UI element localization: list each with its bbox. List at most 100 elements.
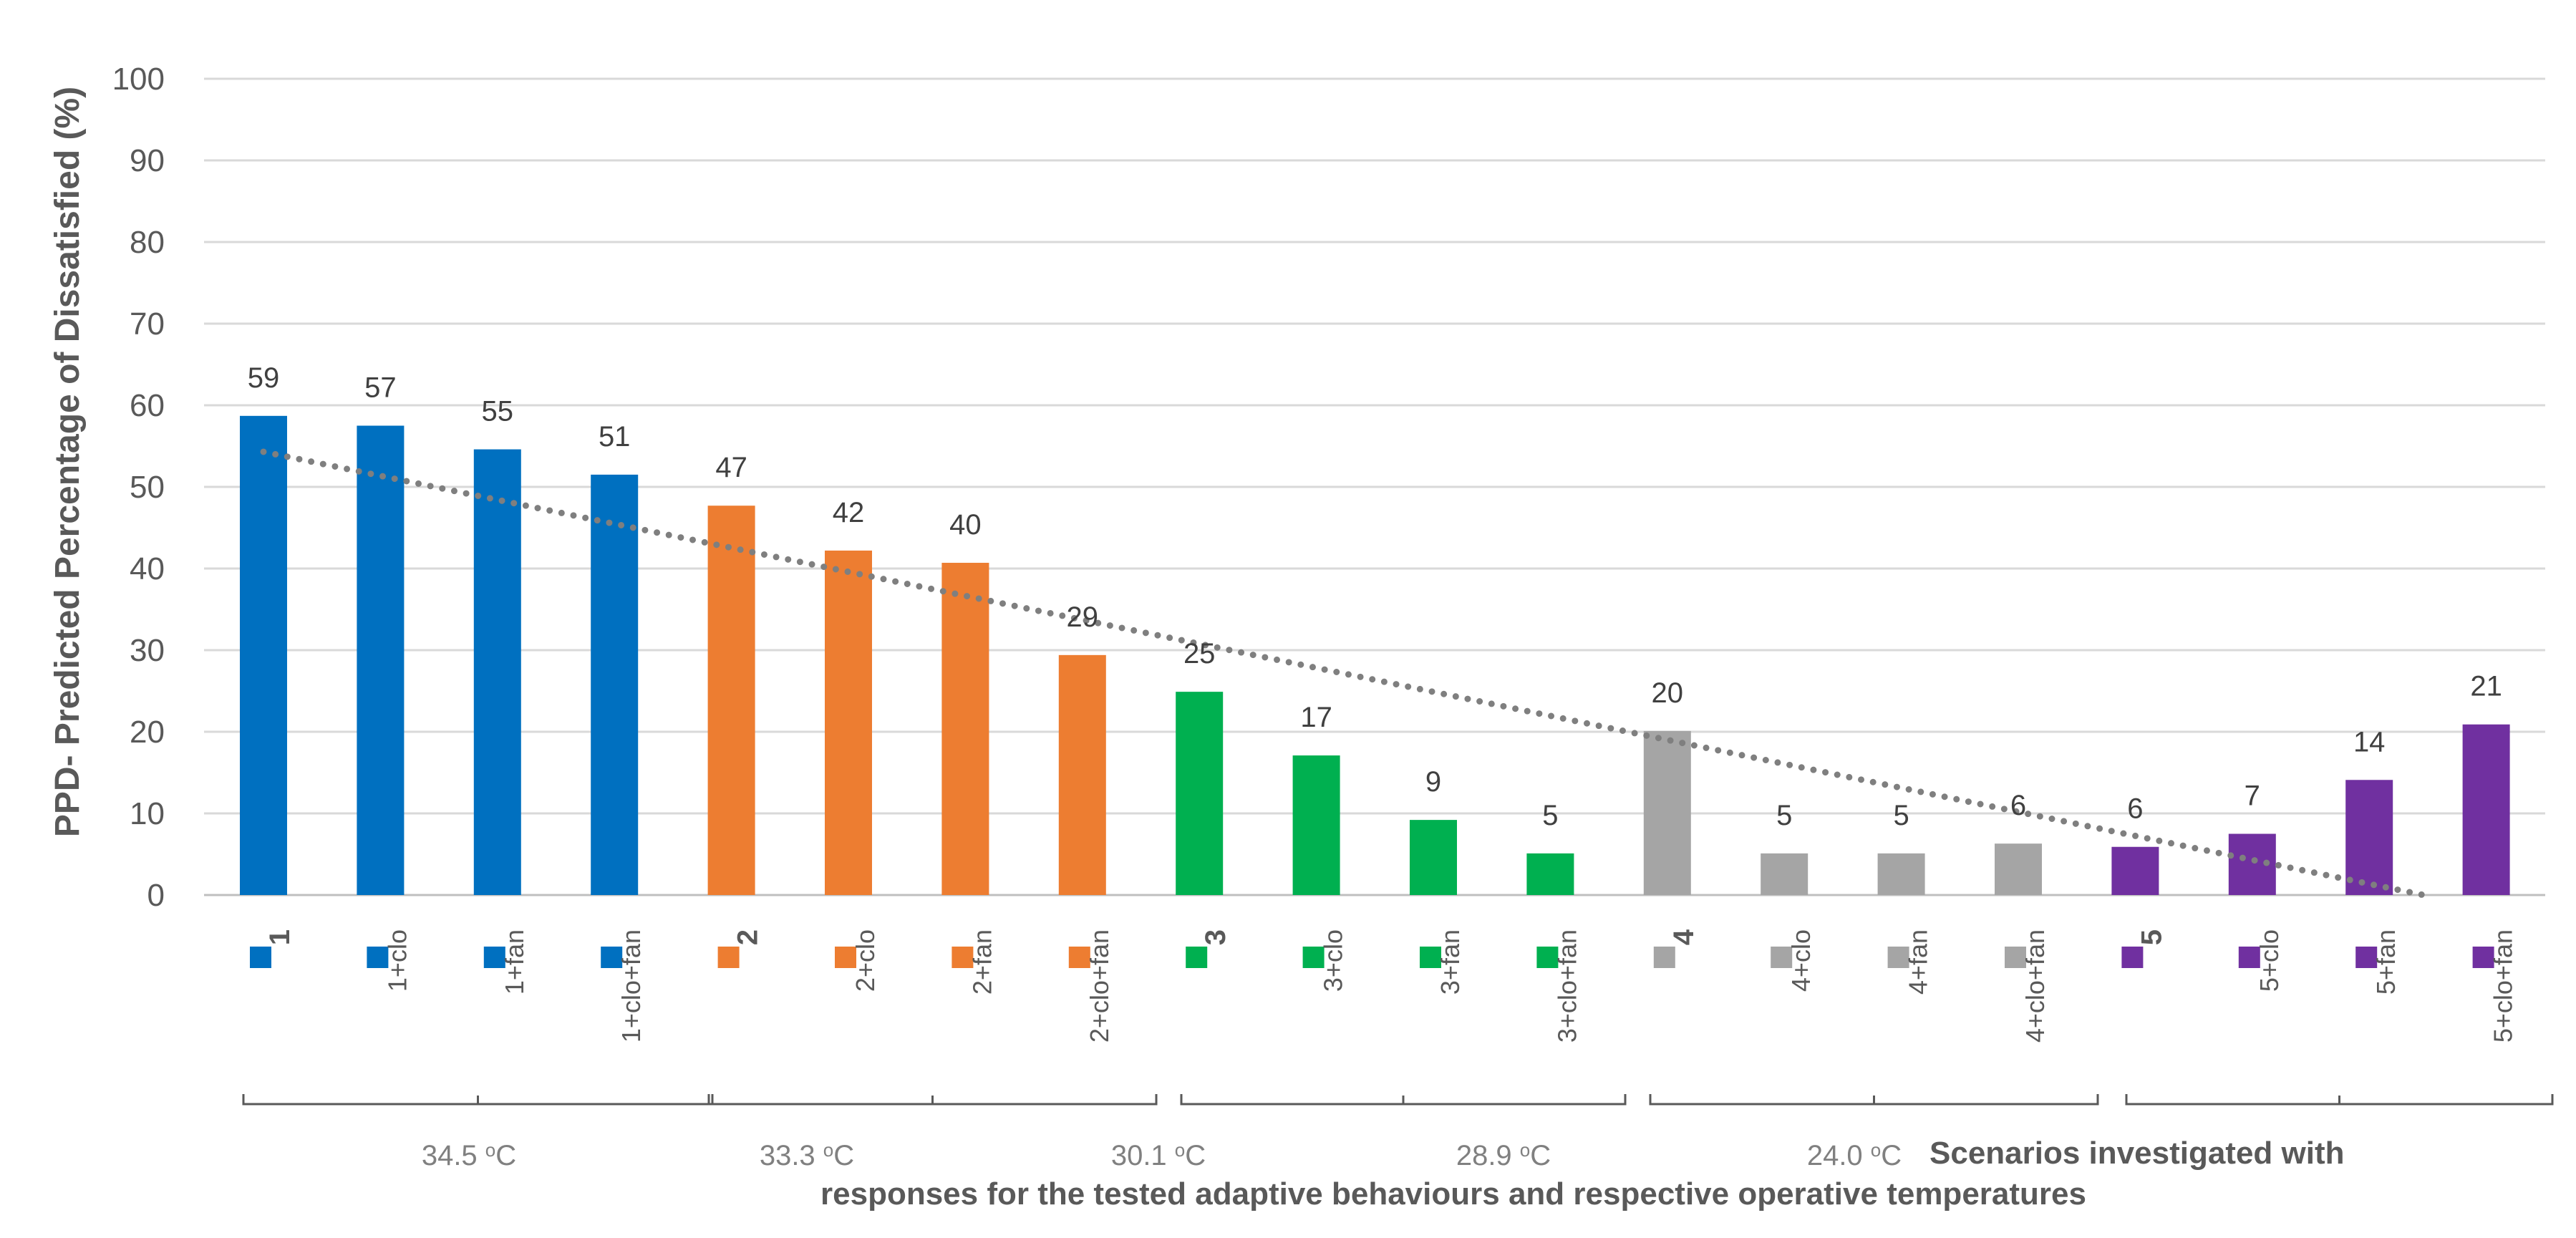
- bar-2: [707, 506, 755, 895]
- bar-4: [1643, 730, 1691, 895]
- legend-swatch-3+clo+fan: [1536, 947, 1559, 968]
- legend-swatch-4+fan: [1887, 947, 1909, 968]
- category-label-2+fan: 2+fan: [967, 929, 997, 995]
- group-unit-sup-3: o: [1175, 1139, 1185, 1161]
- category-label-5+clo: 5+clo: [2255, 929, 2284, 992]
- group-unit-3: C: [1185, 1140, 1206, 1171]
- group-unit-sup-2: o: [823, 1139, 833, 1161]
- group-unit-sup-1: o: [485, 1139, 495, 1161]
- legend-swatch-2: [717, 947, 740, 968]
- group-label-1: 34.5 oC: [422, 1139, 516, 1171]
- data-label-1+fan: 55: [482, 396, 514, 427]
- category-legend: 1 1+clo 1+fan 1+clo+fan 2 2+clo 2+fan 2+clo+fan…: [250, 929, 2518, 1043]
- data-label-2+fan: 40: [949, 509, 982, 541]
- legend-swatch-4: [1653, 947, 1675, 968]
- legend-swatch-1+clo: [367, 947, 389, 968]
- group-unit-sup-4: o: [1520, 1139, 1530, 1161]
- legend-swatch-5+fan: [2355, 947, 2378, 968]
- data-label-5+fan: 14: [2353, 726, 2386, 758]
- gridlines: [204, 77, 2545, 896]
- group-unit-2: C: [833, 1140, 854, 1171]
- legend-swatch-1: [250, 947, 271, 968]
- data-label-2+clo+fan: 29: [1067, 601, 1099, 633]
- data-label-1+clo: 57: [364, 372, 397, 404]
- bracket-4: [1649, 1094, 2099, 1106]
- data-label-4+fan: 5: [1893, 800, 1909, 831]
- group-temp-3: 30.1: [1111, 1140, 1175, 1171]
- bar-3+clo+fan: [1526, 853, 1574, 895]
- data-label-3+clo+fan: 5: [1542, 800, 1558, 831]
- group-label-5: 24.0 oC: [1807, 1139, 1902, 1171]
- legend-swatch-2+clo+fan: [1068, 947, 1090, 968]
- bar-5+fan: [2345, 780, 2393, 895]
- legend-swatch-2+clo: [835, 947, 856, 968]
- data-label-1: 59: [248, 362, 280, 394]
- category-label-4+fan: 4+fan: [1904, 929, 1933, 995]
- category-label-1: 1: [264, 929, 296, 945]
- category-label-3: 3: [1200, 929, 1231, 945]
- group-temp-4: 28.9: [1456, 1140, 1520, 1171]
- bar-3+fan: [1410, 820, 1457, 895]
- y-tick-10: 10: [130, 796, 165, 831]
- bracket-2: [707, 1094, 1158, 1106]
- bracket-3: [1180, 1094, 1627, 1106]
- data-label-2+clo: 42: [833, 497, 865, 528]
- trendline-group: [260, 448, 2427, 899]
- bar-4+fan: [1877, 853, 1925, 895]
- group-label-4: 28.9 oC: [1456, 1139, 1551, 1171]
- legend-swatch-3: [1186, 947, 1208, 968]
- y-tick-0: 0: [147, 878, 165, 913]
- data-label-2: 47: [715, 452, 747, 483]
- bar-3: [1176, 692, 1224, 895]
- bar-4+clo: [1761, 853, 1808, 895]
- category-label-3+fan: 3+fan: [1435, 929, 1465, 995]
- category-label-1+clo+fan: 1+clo+fan: [616, 929, 646, 1043]
- group-unit-5: C: [1881, 1140, 1902, 1171]
- legend-swatch-4+clo: [1771, 947, 1793, 968]
- legend-swatch-1+fan: [483, 947, 505, 968]
- y-tick-90: 90: [130, 143, 165, 178]
- data-label-4: 20: [1652, 677, 1684, 709]
- trendline: [260, 448, 2427, 899]
- y-tick-20: 20: [130, 715, 165, 750]
- group-label-3: 30.1 oC: [1111, 1139, 1206, 1171]
- category-label-2+clo: 2+clo: [851, 929, 880, 992]
- group-temp-2: 33.3: [760, 1140, 823, 1171]
- category-label-3+clo+fan: 3+clo+fan: [1552, 929, 1582, 1043]
- bar-5: [2111, 846, 2159, 895]
- category-label-4+clo: 4+clo: [1786, 929, 1816, 992]
- data-label-3+clo: 17: [1300, 702, 1332, 733]
- bar-1+clo: [357, 425, 405, 895]
- group-unit-sup-5: o: [1871, 1139, 1881, 1161]
- y-tick-40: 40: [130, 551, 165, 586]
- legend-swatch-3+fan: [1420, 947, 1441, 968]
- bars: [240, 415, 2510, 895]
- bar-5+clo+fan: [2462, 724, 2510, 895]
- data-label-4+clo: 5: [1776, 800, 1792, 831]
- group-temperature-labels: 34.5 oC 33.3 oC 30.1 oC 28.9 oC 24.0 oC: [422, 1139, 1902, 1171]
- group-temp-5: 24.0: [1807, 1140, 1871, 1171]
- x-axis-title-part2: responses for the tested adaptive behavi…: [820, 1176, 2086, 1212]
- y-tick-70: 70: [130, 306, 165, 342]
- data-label-5+clo+fan: 21: [2470, 671, 2502, 702]
- data-label-5: 6: [2127, 793, 2143, 825]
- y-tick-60: 60: [130, 388, 165, 423]
- bar-1: [240, 415, 287, 895]
- y-axis-ticks: 0 10 20 30 40 50 60 70 80 90 100: [112, 62, 165, 913]
- data-label-4+clo+fan: 6: [2010, 790, 2026, 821]
- data-label-1+clo+fan: 51: [599, 421, 631, 453]
- y-tick-100: 100: [112, 62, 165, 97]
- bar-2+clo: [825, 550, 872, 895]
- bar-4+clo+fan: [1995, 843, 2042, 895]
- category-label-5+clo+fan: 5+clo+fan: [2489, 929, 2518, 1043]
- x-axis-title-part1: Scenarios investigated with: [1929, 1136, 2345, 1171]
- legend-swatch-4+clo+fan: [2005, 947, 2026, 968]
- category-label-4: 4: [1668, 929, 1700, 945]
- category-label-1+clo: 1+clo: [382, 929, 412, 992]
- group-brackets: [242, 1094, 2554, 1106]
- legend-swatch-5: [2121, 947, 2144, 968]
- category-label-3+clo: 3+clo: [1319, 929, 1348, 992]
- y-axis-title: PPD- Predicted Percentage of Dissatisfie…: [49, 87, 87, 837]
